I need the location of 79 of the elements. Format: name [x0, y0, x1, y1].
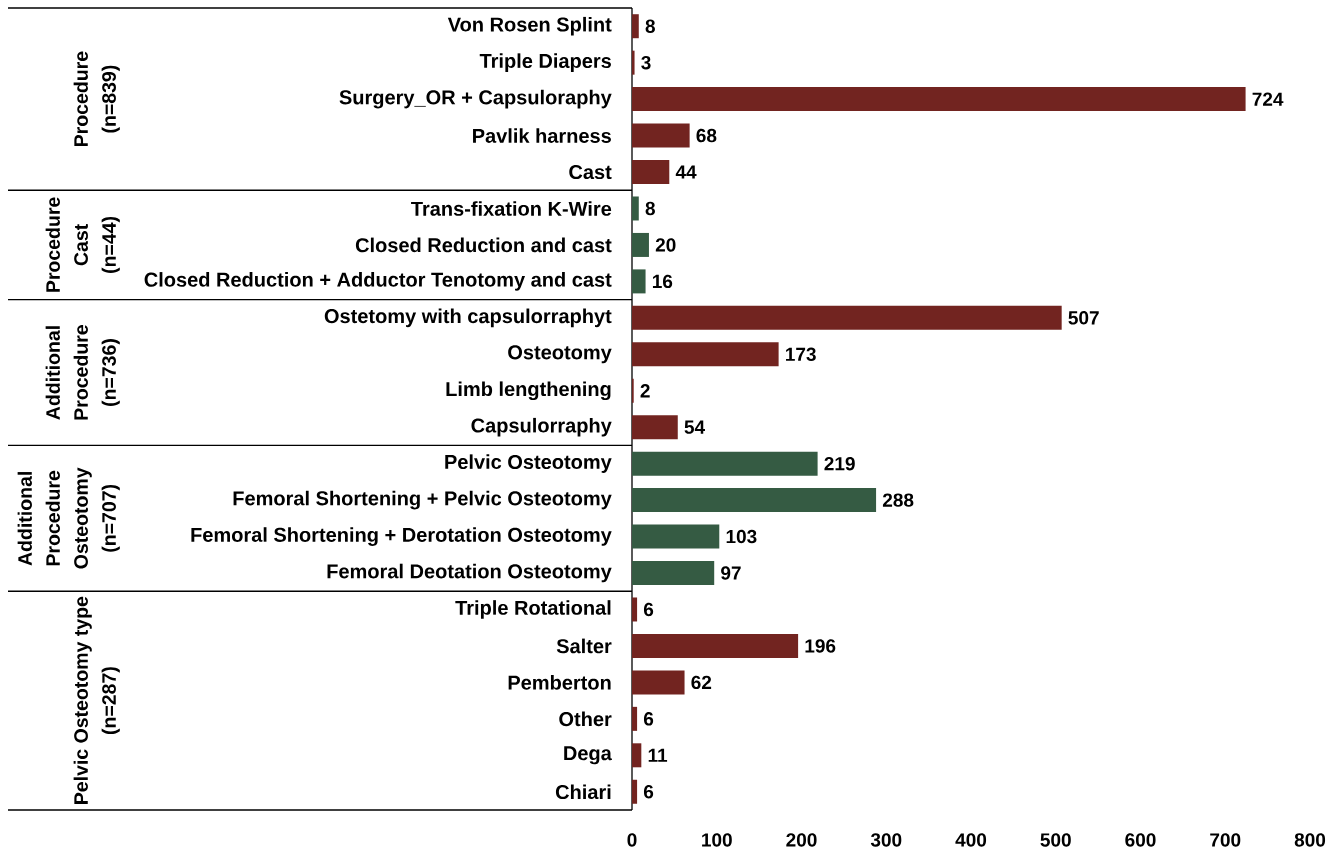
data-label: 11	[648, 748, 668, 762]
bar	[632, 342, 779, 367]
x-tick-label: 400	[955, 833, 987, 847]
y-tick-label: Von Rosen Splint	[447, 16, 612, 36]
bar	[632, 305, 1062, 330]
bar	[632, 743, 642, 768]
bar	[632, 160, 670, 185]
bar	[632, 670, 685, 695]
data-label: 16	[652, 274, 673, 289]
data-label: 8	[645, 201, 655, 216]
bar	[632, 269, 646, 294]
x-tick-label: 200	[786, 833, 817, 847]
data-label: 219	[824, 456, 855, 471]
bar	[632, 488, 877, 513]
y-tick-label: Cast	[569, 164, 612, 180]
data-label: 68	[696, 128, 717, 143]
y-tick-label: Pemberton	[508, 675, 611, 690]
data-label: 724	[1252, 92, 1284, 106]
bar	[632, 415, 678, 440]
data-label: 8	[645, 19, 655, 33]
text: Additional Procedure Osteotomy (n=707)	[17, 467, 120, 569]
y-tick-label: Salter	[556, 638, 612, 654]
y-tick-label: Femoral Shortening + Derotation Osteotomy	[191, 527, 612, 546]
text: Procedure Cast (n=44)	[45, 197, 120, 292]
x-tick-label: 300	[870, 833, 902, 847]
y-tick-label: Trans-fixation K-Wire	[411, 201, 612, 216]
data-label: 62	[691, 675, 712, 690]
x-tick-label: 500	[1040, 833, 1071, 847]
data-label: 6	[643, 602, 654, 617]
x-tick-label: 0	[627, 833, 637, 847]
data-label: 507	[1068, 311, 1099, 325]
x-tick-label: 100	[702, 833, 732, 847]
data-label: 6	[643, 785, 654, 799]
y-tick-label: Capsulorraphy	[471, 417, 612, 437]
y-tick-label: Osteotomy	[508, 345, 612, 364]
y-tick-label: Other	[559, 711, 612, 727]
y-tick-label: Triple Diapers	[479, 53, 611, 72]
bar	[632, 14, 639, 39]
data-label: 288	[882, 493, 914, 507]
y-tick-label: Femoral Deotation Osteotomy	[327, 563, 612, 583]
y-tick-label: Femoral Shortening + Pelvic Osteotomy	[233, 490, 612, 510]
y-tick-label: Triple Rotational	[455, 600, 611, 619]
bar	[632, 524, 720, 549]
y-tick-label: Dega	[564, 746, 612, 765]
y-tick-label: Closed Reduction + Adductor Tenotomy and cast	[144, 272, 612, 291]
data-label: 6	[643, 712, 654, 726]
bar	[632, 561, 715, 586]
bar	[632, 87, 1246, 112]
x-tick-label: 700	[1210, 833, 1241, 847]
data-label: 54	[684, 420, 705, 434]
text: Additional Procedure (n=736)	[45, 324, 120, 420]
y-tick-label: Limb lengthening	[446, 381, 611, 401]
bar	[632, 451, 818, 476]
y-tick-label: Chiari	[555, 784, 611, 800]
bar	[632, 633, 799, 658]
bar	[632, 123, 690, 148]
x-tick-label: 600	[1125, 833, 1156, 847]
data-label: 173	[786, 347, 816, 362]
y-tick-label: Closed Reduction and cast	[355, 237, 612, 253]
bar	[632, 50, 635, 75]
data-label: 20	[655, 238, 676, 252]
text: Pelvic Osteotomy type (n=287)	[73, 596, 120, 804]
data-label: 103	[726, 529, 757, 544]
data-label: 196	[805, 639, 836, 653]
bar	[632, 597, 638, 622]
y-tick-label: Ostetomy with capsulorraphyt	[324, 308, 612, 328]
text: Procedure (n=839)	[73, 51, 120, 147]
data-label: 2	[640, 384, 650, 398]
data-label: 44	[675, 165, 697, 179]
bar	[632, 232, 649, 257]
y-tick-label: Pelvic Osteotomy	[445, 454, 612, 473]
bar	[632, 779, 638, 804]
y-tick-label: Surgery_OR + Capsuloraphy	[339, 89, 612, 109]
data-label: 3	[641, 55, 651, 70]
bar	[632, 196, 639, 221]
data-label: 97	[721, 566, 741, 580]
y-tick-label: Pavlik harness	[473, 128, 611, 143]
x-tick-label: 800	[1294, 833, 1326, 847]
bar	[632, 706, 638, 731]
